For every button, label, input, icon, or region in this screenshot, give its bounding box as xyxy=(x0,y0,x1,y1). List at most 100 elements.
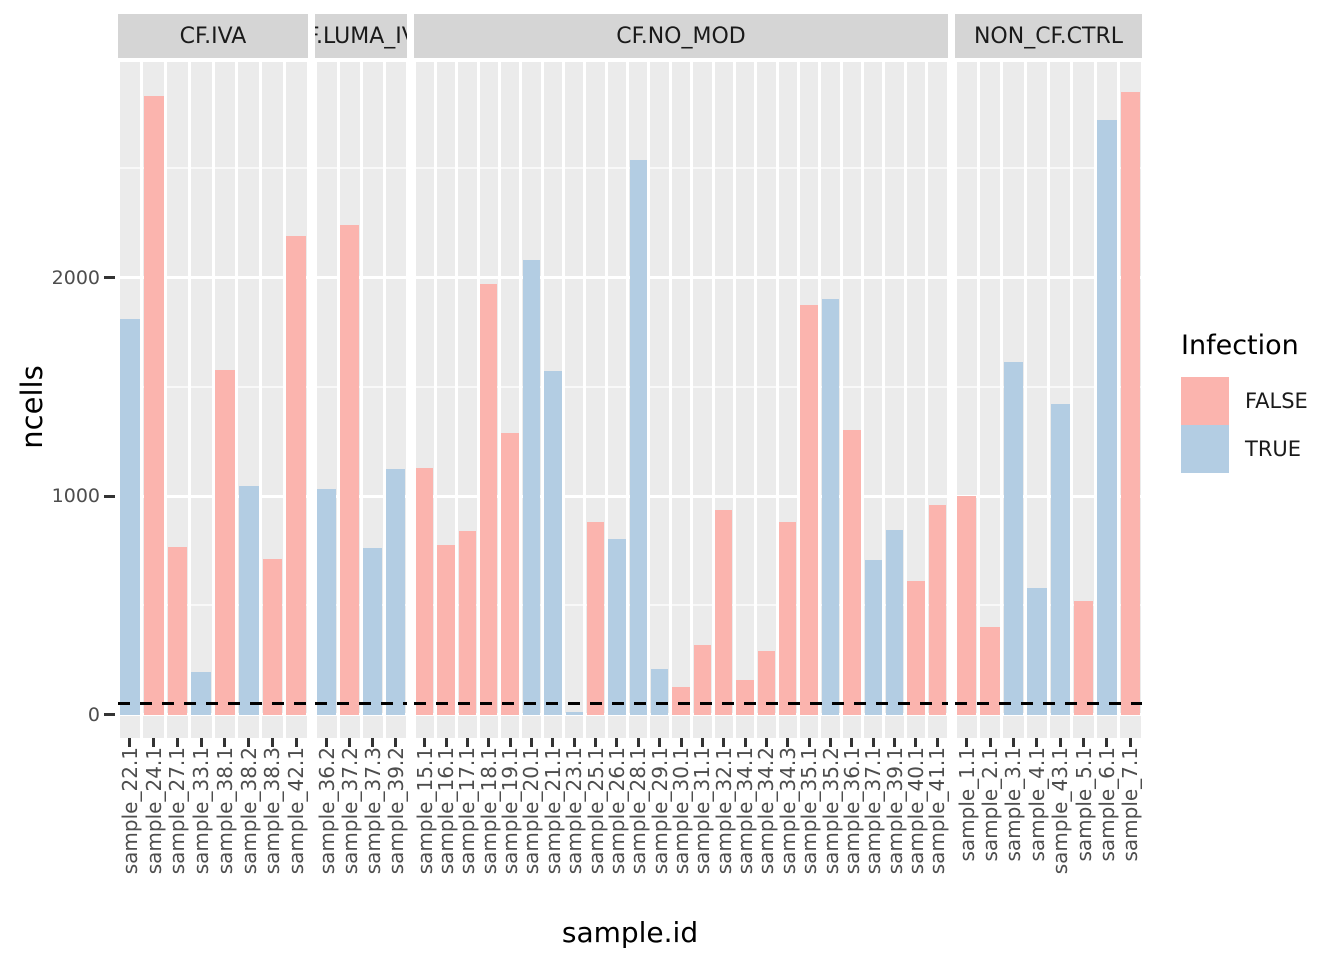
category-separator xyxy=(562,62,566,738)
category-separator xyxy=(976,62,980,738)
bar-sample_23.1 xyxy=(565,712,583,715)
x-tick-mark xyxy=(270,738,274,747)
x-tick-label: sample_16.1 xyxy=(434,747,459,875)
x-tick-mark xyxy=(786,738,790,747)
x-tick-label: sample_36.2 xyxy=(314,747,339,875)
category-separator xyxy=(903,62,907,738)
category-separator xyxy=(626,62,630,738)
x-tick-label: sample_15.1 xyxy=(412,747,437,875)
bar-sample_37.2 xyxy=(340,225,359,715)
x-tick-label: sample_19.1 xyxy=(498,747,523,875)
legend-title: Infection xyxy=(1181,330,1299,361)
facet-panel xyxy=(955,62,1142,738)
bar-sample_37.1 xyxy=(864,560,882,715)
y-tick-label: 0 xyxy=(87,703,100,726)
x-tick-label: sample_21.1 xyxy=(540,747,565,875)
x-tick-mark xyxy=(508,738,512,747)
bar-sample_25.1 xyxy=(586,522,605,715)
x-tick-mark xyxy=(128,738,132,747)
x-tick-label: sample_18.1 xyxy=(476,747,501,875)
x-tick-label: sample_42.1 xyxy=(284,747,309,875)
y-tick-mark xyxy=(104,494,115,498)
category-separator xyxy=(925,62,929,738)
x-tick-label: sample_37.3 xyxy=(360,747,385,875)
legend: Infection FALSE TRUE xyxy=(1181,330,1344,473)
category-separator xyxy=(1000,62,1004,738)
gridline-minor xyxy=(414,385,948,388)
category-separator xyxy=(1023,62,1027,738)
legend-label: FALSE xyxy=(1245,389,1308,413)
x-tick-mark xyxy=(743,738,747,747)
x-tick-mark xyxy=(1105,738,1109,747)
threshold-dashed-line xyxy=(315,702,407,706)
x-tick-label: sample_26.1 xyxy=(604,747,629,875)
gridline-major xyxy=(414,494,948,498)
category-separator xyxy=(315,62,317,738)
x-tick-mark xyxy=(247,738,251,747)
x-tick-label: sample_30.1 xyxy=(669,747,693,875)
x-tick-mark xyxy=(764,738,768,747)
category-separator xyxy=(754,62,758,738)
category-separator xyxy=(690,62,694,738)
x-tick-mark xyxy=(988,738,992,747)
y-tick-label: 2000 xyxy=(51,266,100,289)
y-tick-label: 1000 xyxy=(51,485,100,507)
bar-sample_42.1 xyxy=(286,236,306,715)
category-separator xyxy=(882,62,886,738)
bar-sample_17.1 xyxy=(458,530,477,715)
facet-panel xyxy=(414,62,948,738)
x-tick-label: sample_5.1 xyxy=(1071,747,1096,862)
category-separator xyxy=(140,62,144,738)
bar-sample_43.1 xyxy=(1050,404,1070,715)
category-separator xyxy=(604,62,608,738)
x-tick-mark xyxy=(529,738,533,747)
category-separator xyxy=(955,62,957,738)
category-separator xyxy=(711,62,715,738)
facet-panel xyxy=(118,62,308,738)
bar-sample_15.1 xyxy=(416,467,434,715)
facet-panel xyxy=(315,62,407,738)
x-tick-mark xyxy=(914,738,918,747)
facet-strip-label: CF.IVA xyxy=(179,23,247,49)
bar-sample_28.1 xyxy=(629,159,647,715)
x-tick-label: sample_35.1 xyxy=(797,747,822,875)
x-tick-mark xyxy=(935,738,939,747)
x-tick-mark xyxy=(199,738,203,747)
category-separator xyxy=(861,62,865,738)
bar-sample_31.1 xyxy=(693,644,712,715)
x-tick-label: sample_40.1 xyxy=(903,747,928,875)
bar-sample_5.1 xyxy=(1073,600,1094,715)
category-separator xyxy=(1140,62,1142,738)
bar-sample_35.1 xyxy=(800,304,818,715)
threshold-dashed-line xyxy=(414,702,948,706)
bar-sample_32.1 xyxy=(715,510,733,715)
x-tick-mark xyxy=(423,738,427,747)
x-tick-mark xyxy=(722,738,726,747)
x-tick-label: sample_32.1 xyxy=(711,747,736,875)
x-tick-label: sample_37.1 xyxy=(861,747,886,875)
bar-sample_30.1 xyxy=(672,687,690,715)
legend-entry-true: TRUE xyxy=(1181,425,1344,473)
x-tick-label: sample_24.1 xyxy=(141,747,166,875)
category-separator xyxy=(540,62,544,738)
bar-sample_34.1 xyxy=(736,679,754,715)
bar-sample_37.3 xyxy=(363,548,382,715)
x-tick-mark xyxy=(615,738,619,747)
bar-sample_2.1 xyxy=(980,627,1000,715)
category-separator xyxy=(1093,62,1097,738)
bar-sample_33.1 xyxy=(191,671,211,715)
category-separator xyxy=(306,62,308,738)
facet-strip: NON_CF.CTRL xyxy=(955,14,1142,58)
bar-sample_38.1 xyxy=(215,370,235,715)
bar-sample_26.1 xyxy=(608,538,626,715)
x-axis-title: sample.id xyxy=(561,916,699,949)
bar-sample_39.2 xyxy=(386,468,405,715)
x-tick-label: sample_33.1 xyxy=(189,747,214,875)
category-separator xyxy=(455,62,459,738)
x-tick-mark xyxy=(223,738,227,747)
bar-sample_22.1 xyxy=(120,319,140,715)
category-separator xyxy=(1047,62,1050,738)
bar-sample_19.1 xyxy=(501,432,519,715)
y-tick-mark xyxy=(104,276,115,279)
bar-sample_38.2 xyxy=(238,486,259,715)
